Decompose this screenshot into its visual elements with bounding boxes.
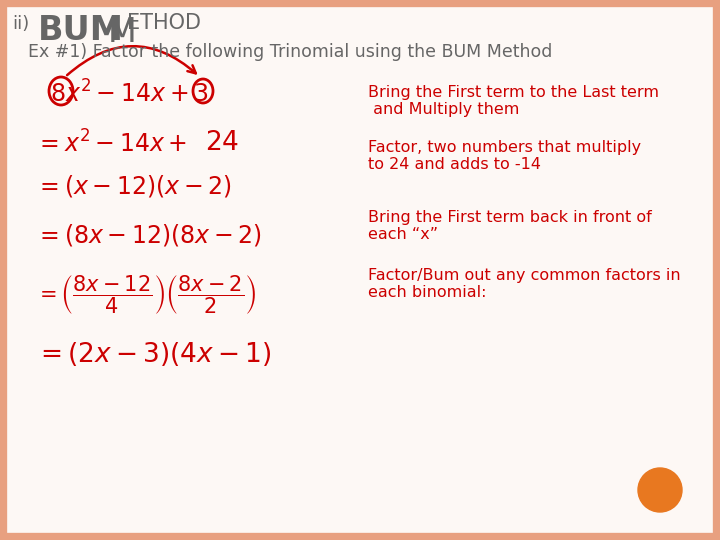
Text: Bring the First term to the Last term: Bring the First term to the Last term — [368, 85, 659, 100]
Circle shape — [638, 468, 682, 512]
Text: $= (x - 12)(x - 2)$: $= (x - 12)(x - 2)$ — [35, 173, 232, 199]
Text: $= \left(\dfrac{8x-12}{4}\right)\left(\dfrac{8x-2}{2}\right)$: $= \left(\dfrac{8x-12}{4}\right)\left(\d… — [35, 273, 256, 316]
Text: and Multiply them: and Multiply them — [368, 102, 519, 117]
Text: M: M — [108, 16, 137, 49]
Text: each binomial:: each binomial: — [368, 285, 487, 300]
Text: ii): ii) — [12, 15, 30, 33]
Text: $= (8x - 12)(8x - 2)$: $= (8x - 12)(8x - 2)$ — [35, 222, 262, 248]
Text: $= (2x - 3)(4x - 1)$: $= (2x - 3)(4x - 1)$ — [35, 340, 271, 368]
Text: $24$: $24$ — [205, 130, 239, 155]
Text: BUM: BUM — [38, 14, 124, 47]
Text: Factor, two numbers that multiply: Factor, two numbers that multiply — [368, 140, 641, 155]
FancyArrowPatch shape — [67, 46, 196, 75]
Text: Ex #1) Factor the following Trinomial using the BUM Method: Ex #1) Factor the following Trinomial us… — [28, 43, 552, 61]
Text: Factor/Bum out any common factors in: Factor/Bum out any common factors in — [368, 268, 680, 283]
Text: each “x”: each “x” — [368, 227, 438, 242]
Text: $= x^2 - 14x + $: $= x^2 - 14x + $ — [35, 130, 187, 157]
Text: Bring the First term back in front of: Bring the First term back in front of — [368, 210, 652, 225]
Text: $8x^2-14x+3$: $8x^2-14x+3$ — [50, 80, 209, 107]
FancyBboxPatch shape — [3, 3, 717, 537]
Text: to 24 and adds to -14: to 24 and adds to -14 — [368, 157, 541, 172]
Text: ETHOD: ETHOD — [127, 13, 201, 33]
